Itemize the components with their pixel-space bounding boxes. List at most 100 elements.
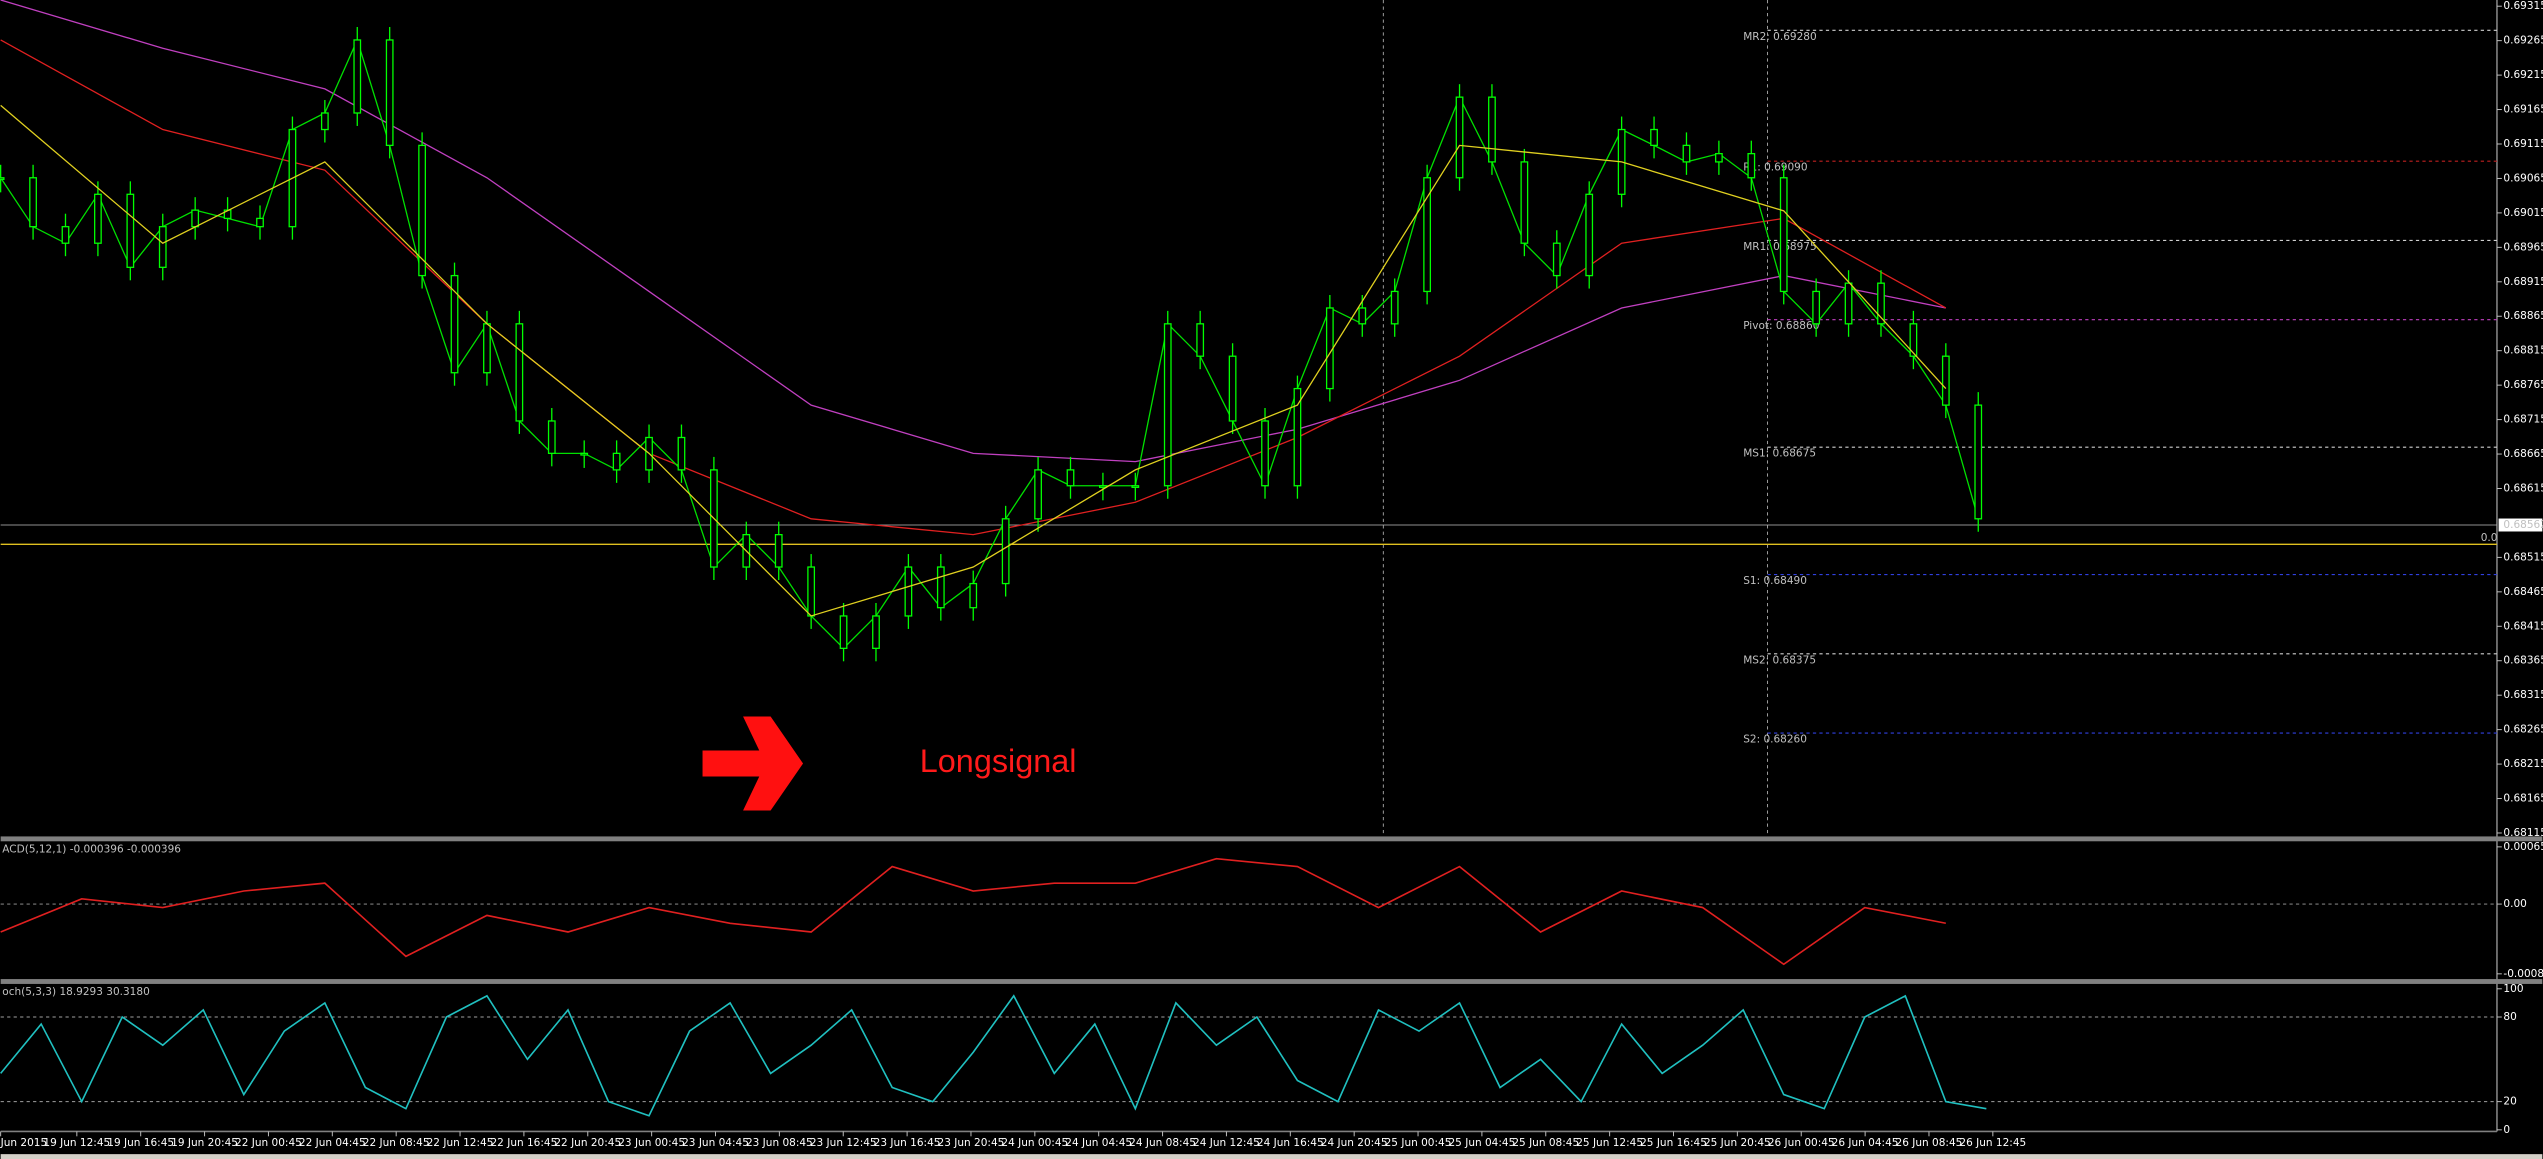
y-tick-label: 0.000656 [2503,841,2543,853]
y-tick-label: 80 [2503,1011,2516,1023]
candle [1163,323,1172,487]
time-label: 25 Jun 04:45 [1448,1137,1515,1149]
candle [1941,355,1950,406]
time-label: 24 Jun 20:45 [1321,1137,1388,1149]
current-price-box [2498,518,2543,532]
time-label: 22 Jun 08:45 [363,1137,430,1149]
y-tick-label: 0.68515 [2503,551,2543,563]
candle [1001,518,1010,585]
candle [1455,96,1464,179]
ma-fast [0,104,1947,617]
y-tick-label: 0.69215 [2503,69,2543,81]
y-tick-label: 0.68915 [2503,276,2543,288]
y-tick-label: 0.68965 [2503,241,2543,253]
pivot-label: MS1: 0.68675 [1743,448,1816,460]
candle [1974,404,1983,520]
candle [1714,152,1723,163]
y-tick-label: 0.69065 [2503,172,2543,184]
candle [580,452,589,456]
candle [483,323,491,374]
time-label: 25 Jun 00:45 [1385,1137,1452,1149]
y-tick-label: 0 [2503,1124,2510,1136]
candle [256,217,264,228]
y-tick-label: -0.0008 [2503,968,2543,980]
candle [1261,420,1269,487]
time-label: 22 Jun 04:45 [299,1137,366,1149]
candle [1131,485,1140,489]
current-price-label: 0.68562 [2503,519,2543,531]
time-label: 25 Jun 08:45 [1512,1137,1579,1149]
y-tick-label: 0.68365 [2503,655,2543,667]
candle [1844,282,1853,325]
time-label: 19 Jun 12:45 [43,1137,110,1149]
pivot-label: Pivot: 0.68860 [1743,320,1819,332]
time-label: 24 Jun 00:45 [1001,1137,1068,1149]
time-label: 25 Jun 12:45 [1576,1137,1643,1149]
time-label: 26 Jun 08:45 [1896,1137,1963,1149]
y-tick-label: 0.69165 [2503,104,2543,116]
candle [320,112,329,131]
y-tick-label: 100 [2503,983,2523,995]
panel-separator [0,979,2543,984]
time-label: 24 Jun 12:45 [1193,1137,1260,1149]
y-tick-label: 0.68415 [2503,620,2543,632]
pivot-label: S2: 0.68260 [1743,734,1807,746]
candle [353,39,362,114]
candle [677,436,686,471]
y-tick-label: 0.68315 [2503,689,2543,701]
time-label: 19 Jun 20:45 [171,1137,238,1149]
candle [1747,152,1756,179]
ma-slow [0,0,1946,463]
candle [418,144,426,277]
price-line [0,38,1979,650]
signal-annotation: Longsignal [920,743,1077,779]
candle [872,615,880,649]
candle [1650,128,1658,147]
candle [1034,469,1042,520]
time-label: 23 Jun 20:45 [938,1137,1005,1149]
y-tick-label: 0.68165 [2503,793,2543,805]
candle [1909,323,1918,357]
tab-bar [0,1154,2543,1159]
candle [1066,469,1075,487]
time-label: 22 Jun 20:45 [554,1137,621,1149]
candle [158,226,167,268]
time-label: 24 Jun 04:45 [1065,1137,1132,1149]
candle [94,193,102,244]
candle [29,177,37,228]
y-tick-label: 0.68115 [2503,827,2543,839]
time-label: 23 Jun 16:45 [874,1137,941,1149]
pivot-label: MR2: 0.69280 [1743,31,1816,43]
y-tick-label: 0.68765 [2503,379,2543,391]
candle [969,582,978,609]
y-tick-label: 0.00 [2503,898,2526,910]
y-tick-label: 0.69115 [2503,138,2543,150]
zero-line-label: 0.0 [2481,532,2498,544]
candle [450,274,459,374]
time-label: 23 Jun 08:45 [746,1137,813,1149]
candle [1358,307,1367,325]
y-tick-label: 0.69315 [2503,0,2543,12]
candle [1682,144,1691,163]
time-label: 24 Jun 16:45 [1257,1137,1324,1149]
candle [612,452,621,471]
pivot-label: S1: 0.68490 [1743,575,1807,587]
time-label: 25 Jun 20:45 [1704,1137,1771,1149]
y-tick-label: 0.68615 [2503,482,2543,494]
y-tick-label: 0.68665 [2503,448,2543,460]
candle [1228,355,1237,422]
candle [0,177,5,181]
stoch-title: och(5,3,3) 18.9293 30.3180 [2,986,150,998]
time-label: 19 Jun 16:45 [107,1137,174,1149]
time-label: 23 Jun 12:45 [810,1137,877,1149]
time-label: 26 Jun 12:45 [1959,1137,2026,1149]
candle [61,226,70,244]
candle [385,39,394,147]
candle [1812,290,1821,325]
candle [1325,307,1334,390]
time-label: 23 Jun 04:45 [682,1137,749,1149]
candle [191,209,200,228]
